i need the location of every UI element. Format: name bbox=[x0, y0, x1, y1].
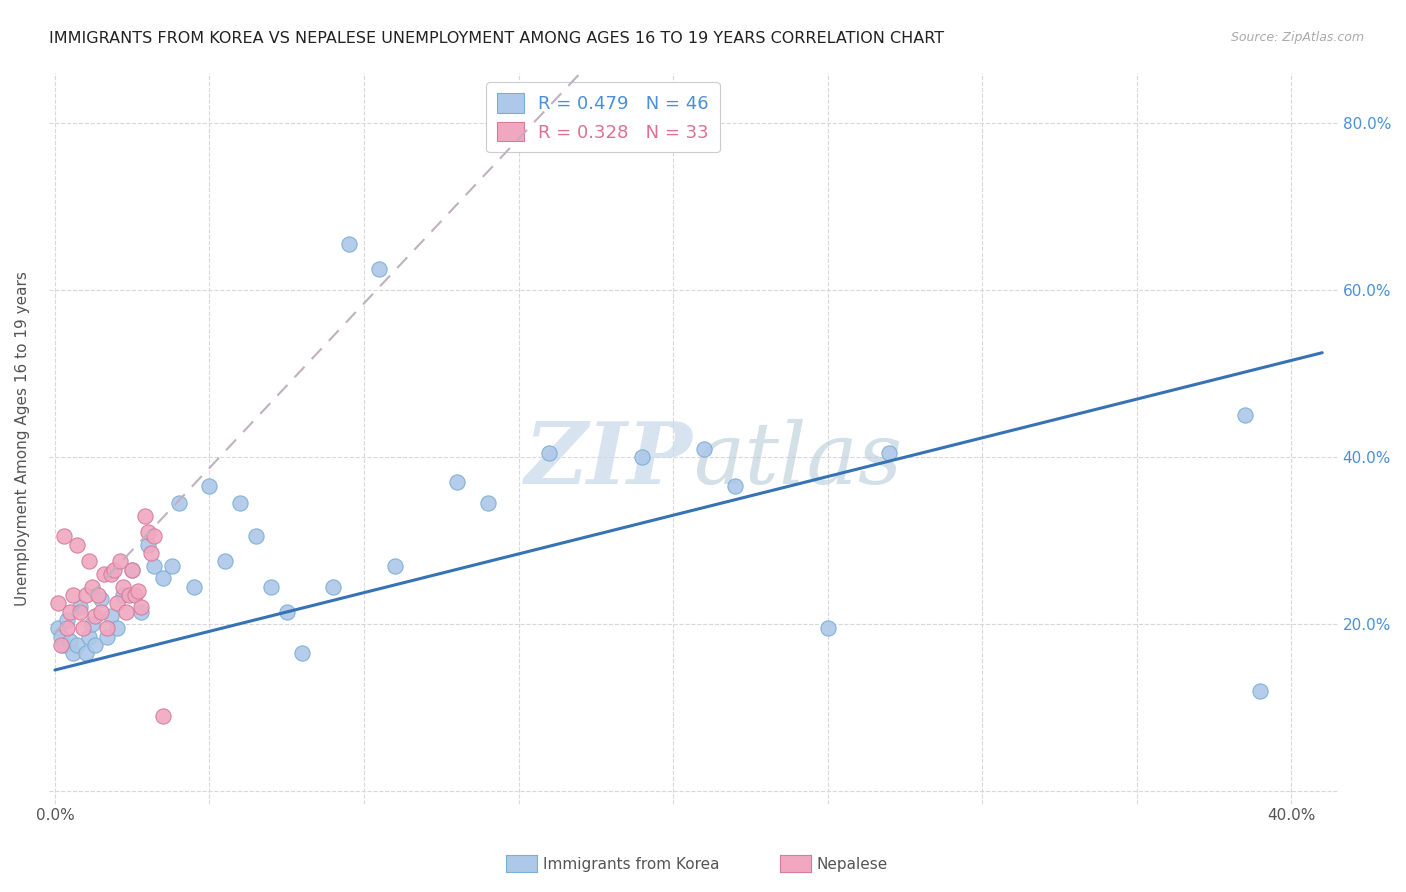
Point bbox=[46, 621, 69, 635]
Point bbox=[817, 621, 839, 635]
Point bbox=[96, 621, 118, 635]
Point bbox=[93, 566, 115, 581]
Text: atlas: atlas bbox=[693, 419, 903, 501]
Point bbox=[90, 605, 112, 619]
Point bbox=[56, 613, 79, 627]
Text: Nepalese: Nepalese bbox=[817, 857, 889, 871]
Text: ZIP: ZIP bbox=[526, 418, 693, 502]
Point bbox=[65, 638, 87, 652]
Legend: R = 0.479   N = 46, R = 0.328   N = 33: R = 0.479 N = 46, R = 0.328 N = 33 bbox=[486, 82, 720, 153]
Point bbox=[124, 588, 146, 602]
Text: Immigrants from Korea: Immigrants from Korea bbox=[543, 857, 720, 871]
Point bbox=[162, 558, 184, 573]
Point bbox=[142, 558, 165, 573]
Point bbox=[724, 479, 747, 493]
Point bbox=[103, 563, 125, 577]
Point bbox=[69, 600, 91, 615]
Point bbox=[84, 638, 107, 652]
Point bbox=[183, 580, 205, 594]
Point bbox=[100, 566, 122, 581]
Point bbox=[111, 588, 134, 602]
Point bbox=[49, 638, 72, 652]
Point bbox=[337, 237, 360, 252]
Point bbox=[131, 600, 153, 615]
Point bbox=[59, 605, 82, 619]
Point bbox=[136, 525, 159, 540]
Point bbox=[105, 621, 128, 635]
Point bbox=[127, 583, 149, 598]
Point bbox=[105, 596, 128, 610]
Point bbox=[80, 617, 103, 632]
Point bbox=[59, 633, 82, 648]
Point bbox=[384, 558, 406, 573]
Point bbox=[214, 554, 236, 568]
Point bbox=[291, 646, 314, 660]
Point bbox=[46, 596, 69, 610]
Point bbox=[100, 608, 122, 623]
Point bbox=[538, 446, 561, 460]
Point bbox=[62, 588, 84, 602]
Point bbox=[108, 554, 131, 568]
Y-axis label: Unemployment Among Ages 16 to 19 years: Unemployment Among Ages 16 to 19 years bbox=[15, 271, 30, 606]
Point bbox=[276, 605, 298, 619]
Point bbox=[139, 546, 162, 560]
Point bbox=[229, 496, 252, 510]
Point bbox=[96, 630, 118, 644]
Point bbox=[80, 580, 103, 594]
Point bbox=[49, 630, 72, 644]
Point bbox=[879, 446, 901, 460]
Point bbox=[56, 621, 79, 635]
Point bbox=[152, 709, 174, 723]
Point bbox=[87, 588, 110, 602]
Point bbox=[322, 580, 344, 594]
Point bbox=[77, 554, 100, 568]
Point bbox=[69, 605, 91, 619]
Point bbox=[245, 529, 267, 543]
Point bbox=[75, 646, 97, 660]
Point bbox=[167, 496, 190, 510]
Point bbox=[134, 508, 156, 523]
Text: IMMIGRANTS FROM KOREA VS NEPALESE UNEMPLOYMENT AMONG AGES 16 TO 19 YEARS CORRELA: IMMIGRANTS FROM KOREA VS NEPALESE UNEMPL… bbox=[49, 31, 945, 46]
Point bbox=[693, 442, 716, 456]
Point bbox=[84, 608, 107, 623]
Point bbox=[111, 580, 134, 594]
Point bbox=[53, 638, 76, 652]
Point bbox=[260, 580, 283, 594]
Point bbox=[477, 496, 499, 510]
Point bbox=[72, 621, 94, 635]
Point bbox=[368, 262, 391, 277]
Text: Source: ZipAtlas.com: Source: ZipAtlas.com bbox=[1230, 31, 1364, 45]
Point bbox=[152, 571, 174, 585]
Point bbox=[631, 450, 654, 464]
Point bbox=[118, 588, 141, 602]
Point bbox=[65, 538, 87, 552]
Point bbox=[121, 563, 143, 577]
Point bbox=[446, 475, 468, 490]
Point bbox=[142, 529, 165, 543]
Point bbox=[121, 563, 143, 577]
Point bbox=[131, 605, 153, 619]
Point bbox=[77, 630, 100, 644]
Point bbox=[53, 529, 76, 543]
Point bbox=[115, 605, 138, 619]
Point bbox=[198, 479, 221, 493]
Point bbox=[90, 592, 112, 607]
Point bbox=[62, 646, 84, 660]
Point bbox=[1233, 409, 1256, 423]
Point bbox=[1249, 684, 1271, 698]
Point bbox=[136, 538, 159, 552]
Point bbox=[75, 588, 97, 602]
